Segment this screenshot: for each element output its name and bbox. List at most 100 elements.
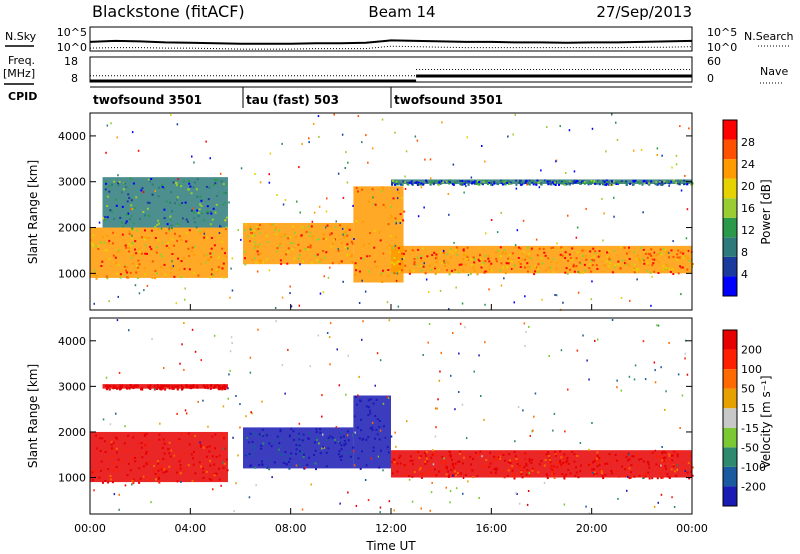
- scatter-echo: [381, 118, 384, 121]
- heatmap-speck: [471, 469, 474, 472]
- scatter-echo: [211, 435, 213, 438]
- heatmap-speck: [144, 252, 147, 255]
- heatmap-speck: [458, 263, 461, 266]
- heatmap-speck: [160, 388, 163, 391]
- heatmap-speck: [244, 257, 246, 260]
- scatter-echo: [358, 302, 361, 304]
- heatmap-speck: [503, 249, 506, 251]
- heatmap-speck: [194, 221, 196, 224]
- scatter-echo: [118, 508, 120, 511]
- heatmap-speck: [633, 251, 636, 254]
- heatmap-speck: [594, 251, 597, 254]
- heatmap-speck: [344, 232, 347, 235]
- scatter-echo: [295, 464, 298, 467]
- heatmap-speck: [218, 478, 221, 481]
- heatmap-speck: [413, 471, 416, 473]
- heatmap-speck: [144, 229, 146, 232]
- heatmap-speck: [446, 180, 449, 182]
- heatmap-speck: [416, 182, 419, 185]
- scatter-echo: [96, 447, 98, 450]
- scatter-echo: [657, 501, 659, 504]
- scatter-echo: [484, 160, 486, 163]
- scatter-echo: [339, 502, 341, 505]
- heatmap-speck: [164, 273, 167, 276]
- heatmap-speck: [127, 462, 130, 465]
- heatmap-speck: [322, 237, 325, 240]
- heatmap-speck: [120, 191, 123, 194]
- heatmap-speck: [486, 464, 489, 467]
- scatter-echo: [395, 445, 397, 448]
- heatmap-speck: [134, 456, 136, 459]
- heatmap-speck: [174, 202, 176, 205]
- scatter-echo: [256, 270, 259, 273]
- scatter-echo: [317, 115, 320, 118]
- heatmap-speck: [381, 272, 383, 274]
- heatmap-speck: [295, 444, 298, 446]
- heatmap-speck: [302, 260, 304, 263]
- scatter-echo: [170, 272, 172, 275]
- heatmap-speck: [114, 436, 117, 439]
- heatmap-speck: [489, 182, 492, 185]
- heatmap-speck: [462, 462, 464, 465]
- heatmap-speck: [93, 274, 96, 276]
- heatmap-speck: [681, 266, 684, 269]
- heatmap-speck: [411, 183, 414, 186]
- heatmap-speck: [179, 472, 182, 475]
- heatmap-speck: [517, 465, 520, 468]
- scatter-echo: [417, 215, 420, 218]
- heatmap-speck: [191, 246, 194, 249]
- heatmap-speck: [308, 456, 311, 459]
- heatmap-speck: [547, 266, 550, 269]
- scatter-echo: [681, 394, 684, 397]
- heatmap-speck: [107, 385, 110, 388]
- scatter-echo: [418, 468, 421, 471]
- heatmap-speck: [582, 180, 585, 183]
- heatmap-speck: [661, 451, 664, 454]
- heatmap-speck: [567, 469, 570, 471]
- heatmap-speck: [143, 433, 146, 436]
- scatter-echo: [420, 186, 423, 189]
- heatmap-speck: [262, 434, 265, 437]
- heatmap-speck: [646, 262, 649, 265]
- heatmap-speck: [524, 470, 527, 472]
- heatmap-speck: [144, 244, 147, 247]
- heatmap-speck: [464, 253, 467, 256]
- colorbar-swatch-7: [723, 349, 737, 370]
- heatmap-speck: [596, 268, 599, 270]
- heatmap-speck: [183, 469, 186, 472]
- heatmap-speck: [144, 214, 147, 217]
- heatmap-speck: [265, 434, 268, 437]
- scatter-echo: [656, 154, 658, 156]
- colorbar-tick-5: 24: [741, 158, 755, 171]
- heatmap-speck: [607, 249, 610, 252]
- heatmap-speck: [382, 203, 385, 206]
- heatmap-speck: [563, 477, 566, 480]
- scatter-echo: [142, 191, 145, 194]
- heatmap-speck: [455, 246, 458, 249]
- cpid-entry-0: twofsound 3501: [93, 93, 202, 107]
- heatmap-speck: [118, 248, 121, 251]
- heatmap-speck: [447, 261, 450, 264]
- heatmap-speck: [530, 461, 533, 464]
- heatmap-speck: [223, 276, 225, 279]
- scatter-echo: [577, 270, 579, 273]
- heatmap-speck: [173, 244, 176, 247]
- heatmap-speck: [661, 181, 664, 184]
- heatmap-speck: [338, 441, 341, 444]
- heatmap-speck: [343, 452, 346, 455]
- heatmap-speck: [575, 466, 577, 469]
- heatmap-speck: [196, 195, 199, 198]
- scatter-echo: [397, 305, 400, 308]
- heatmap-speck: [415, 181, 417, 184]
- heatmap-speck: [550, 247, 553, 250]
- heatmap-speck: [413, 260, 416, 263]
- heatmap-speck: [464, 474, 467, 477]
- heatmap-speck: [577, 476, 580, 479]
- nave-right-tick-bottom: 0: [707, 72, 714, 85]
- scatter-echo: [524, 295, 526, 298]
- heatmap-speck: [249, 228, 252, 231]
- scatter-echo: [301, 508, 304, 511]
- heatmap-speck: [104, 180, 107, 183]
- scatter-echo: [259, 181, 262, 184]
- heatmap-speck: [629, 476, 632, 479]
